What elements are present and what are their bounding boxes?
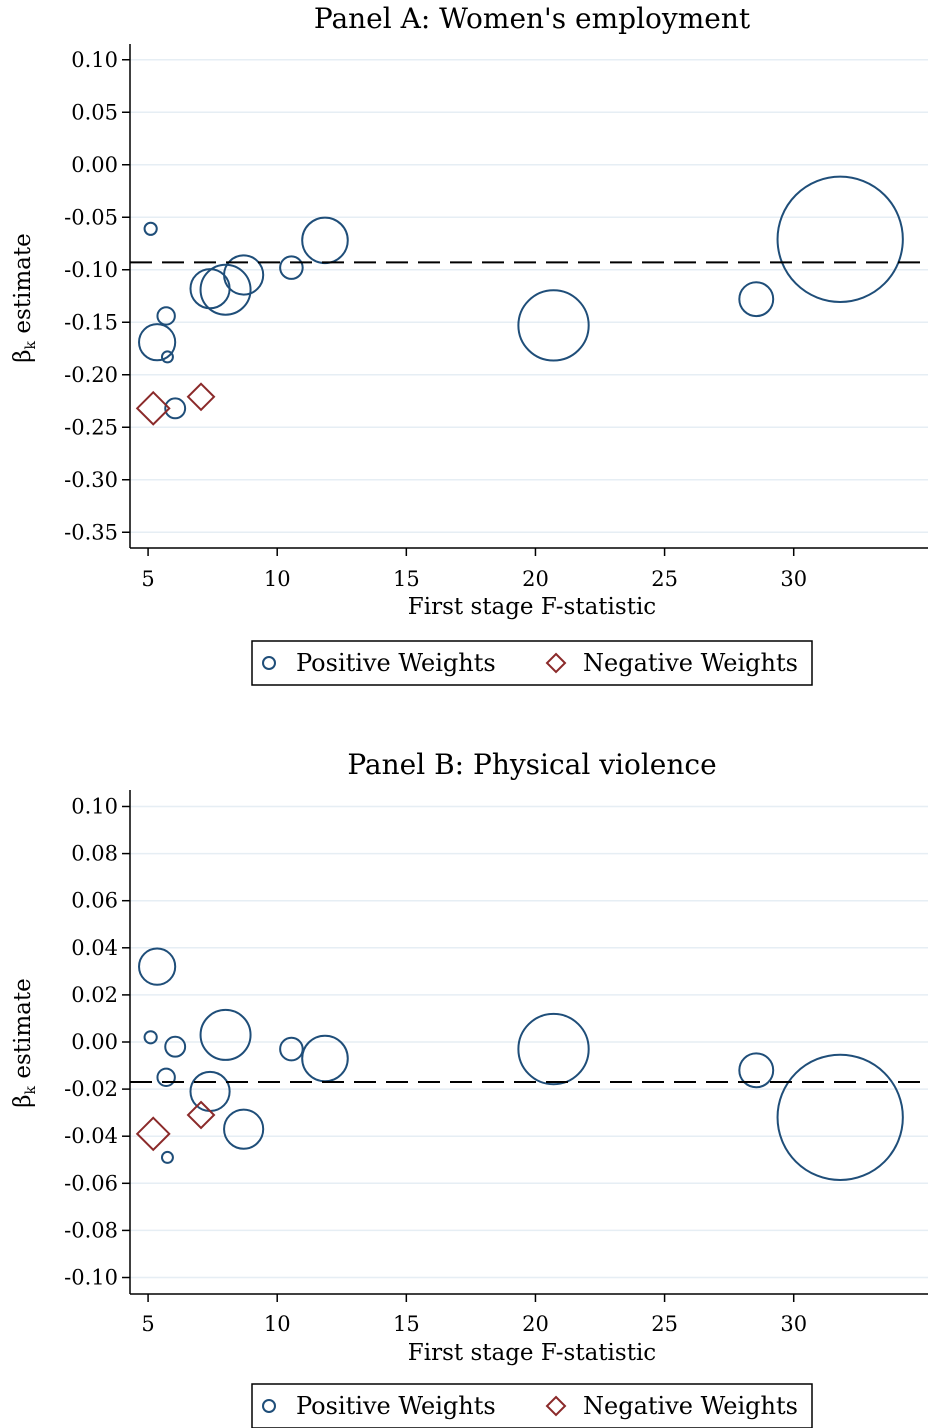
- y-tick-label: 0.00: [71, 1030, 118, 1054]
- x-tick-label: 15: [393, 1312, 420, 1336]
- positive-weight-point: [776, 175, 904, 303]
- positive-weight-point: [143, 221, 158, 236]
- data-points: [135, 947, 904, 1182]
- x-axis-label: First stage F-statistic: [408, 1340, 656, 1366]
- legend: Positive Weights Negative Weights: [251, 640, 813, 686]
- positive-weight-point: [189, 1070, 231, 1113]
- data-points: [135, 175, 904, 426]
- x-tick-label: 15: [393, 567, 420, 591]
- x-axis-label: First stage F-statistic: [408, 594, 656, 620]
- x-tick-label: 25: [651, 1312, 678, 1336]
- negative-weight-point: [186, 382, 216, 412]
- x-tick-label: 30: [780, 567, 807, 591]
- y-tick-label: 0.04: [71, 936, 118, 960]
- y-axis-label: βk estimate: [10, 233, 39, 362]
- positive-weight-point: [138, 323, 177, 362]
- positive-weight-point: [223, 1108, 265, 1150]
- y-tick-label: -0.06: [64, 1171, 118, 1195]
- positive-weight-point: [164, 1035, 187, 1058]
- y-tick-label: 0.10: [71, 48, 118, 72]
- x-tick-label: 10: [264, 1312, 291, 1336]
- positive-weight-point: [156, 306, 176, 326]
- legend-negative-marker: [545, 652, 567, 674]
- positive-weight-point: [738, 1052, 775, 1089]
- x-tick-label: 10: [264, 567, 291, 591]
- y-tick-label: 0.00: [71, 153, 118, 177]
- positive-weight-point: [160, 350, 174, 364]
- legend-box: [251, 640, 813, 686]
- x-tick-label: 30: [780, 1312, 807, 1336]
- positive-weight-point: [279, 255, 304, 280]
- positive-weight-point: [160, 1150, 174, 1164]
- positive-weight-point: [301, 216, 349, 265]
- y-tick-label: -0.02: [64, 1077, 118, 1101]
- positive-weight-point: [156, 1067, 176, 1088]
- negative-weight-point: [135, 1116, 171, 1152]
- y-tick-label: -0.10: [64, 258, 118, 282]
- negative-weight-point: [186, 1100, 216, 1130]
- y-tick-label: -0.25: [64, 415, 118, 439]
- y-axis-label-text: estimate: [10, 978, 36, 1086]
- positive-weight-point: [143, 1030, 158, 1045]
- legend-negative-marker: [545, 1395, 567, 1417]
- y-axis-label-symbol: β: [10, 349, 36, 362]
- y-tick-label: -0.35: [64, 520, 118, 544]
- y-tick-label: -0.10: [64, 1266, 118, 1290]
- x-tick-label: 25: [651, 567, 678, 591]
- y-tick-label: -0.04: [64, 1124, 118, 1148]
- chart-title: Panel B: Physical violence: [347, 748, 716, 781]
- y-tick-label: -0.05: [64, 205, 118, 229]
- y-axis-label-text: estimate: [10, 233, 36, 341]
- legend-positive-label: Positive Weights: [296, 649, 496, 677]
- positive-weight-point: [517, 289, 590, 362]
- legend-negative-label: Negative Weights: [583, 1392, 798, 1420]
- positive-weight-point: [164, 397, 187, 420]
- x-tick-label: 5: [141, 567, 154, 591]
- positive-weight-point: [223, 254, 265, 296]
- y-axis-label: βk estimate: [10, 978, 39, 1107]
- y-tick-label: -0.20: [64, 363, 118, 387]
- chart-panel-a: Panel A: Women's employment 0.10 0.05 0.00 -…: [10, 2, 928, 686]
- gridlines: [130, 805, 928, 1279]
- positive-weight-point: [776, 1053, 904, 1182]
- y-tick-label: 0.05: [71, 100, 118, 124]
- y-tick-label: -0.15: [64, 310, 118, 334]
- positive-weight-point: [138, 947, 177, 986]
- positive-weight-point: [199, 1008, 252, 1061]
- y-tick-label: 0.08: [71, 842, 118, 866]
- positive-weight-point: [517, 1012, 590, 1086]
- legend-box: [251, 1383, 813, 1428]
- positive-weight-point: [199, 263, 252, 316]
- x-tick-label: 20: [522, 1312, 549, 1336]
- y-tick-label: 0.02: [71, 983, 118, 1007]
- y-tick-label: -0.30: [64, 468, 118, 492]
- y-tick-label: -0.08: [64, 1218, 118, 1242]
- positive-weight-point: [738, 281, 775, 318]
- legend-positive-label: Positive Weights: [296, 1392, 496, 1420]
- gridlines: [130, 59, 928, 533]
- negative-weight-point: [135, 390, 171, 426]
- chart-panel-b: Panel B: Physical violence 0.10 0.08 0.06 0.…: [10, 748, 928, 1428]
- positive-weight-point: [279, 1036, 304, 1062]
- x-tick-label: 20: [522, 567, 549, 591]
- legend: Positive Weights Negative Weights: [251, 1383, 813, 1428]
- y-tick-label: 0.10: [71, 794, 118, 818]
- y-axis-label-symbol: β: [10, 1094, 36, 1107]
- legend-positive-marker: [262, 1399, 276, 1413]
- legend-negative-label: Negative Weights: [583, 649, 798, 677]
- y-axis-label-subscript: k: [23, 340, 39, 349]
- legend-positive-marker: [262, 656, 276, 670]
- y-tick-label: 0.06: [71, 889, 118, 913]
- x-tick-label: 5: [141, 1312, 154, 1336]
- chart-title: Panel A: Women's employment: [314, 2, 751, 35]
- y-axis-label-subscript: k: [23, 1085, 39, 1094]
